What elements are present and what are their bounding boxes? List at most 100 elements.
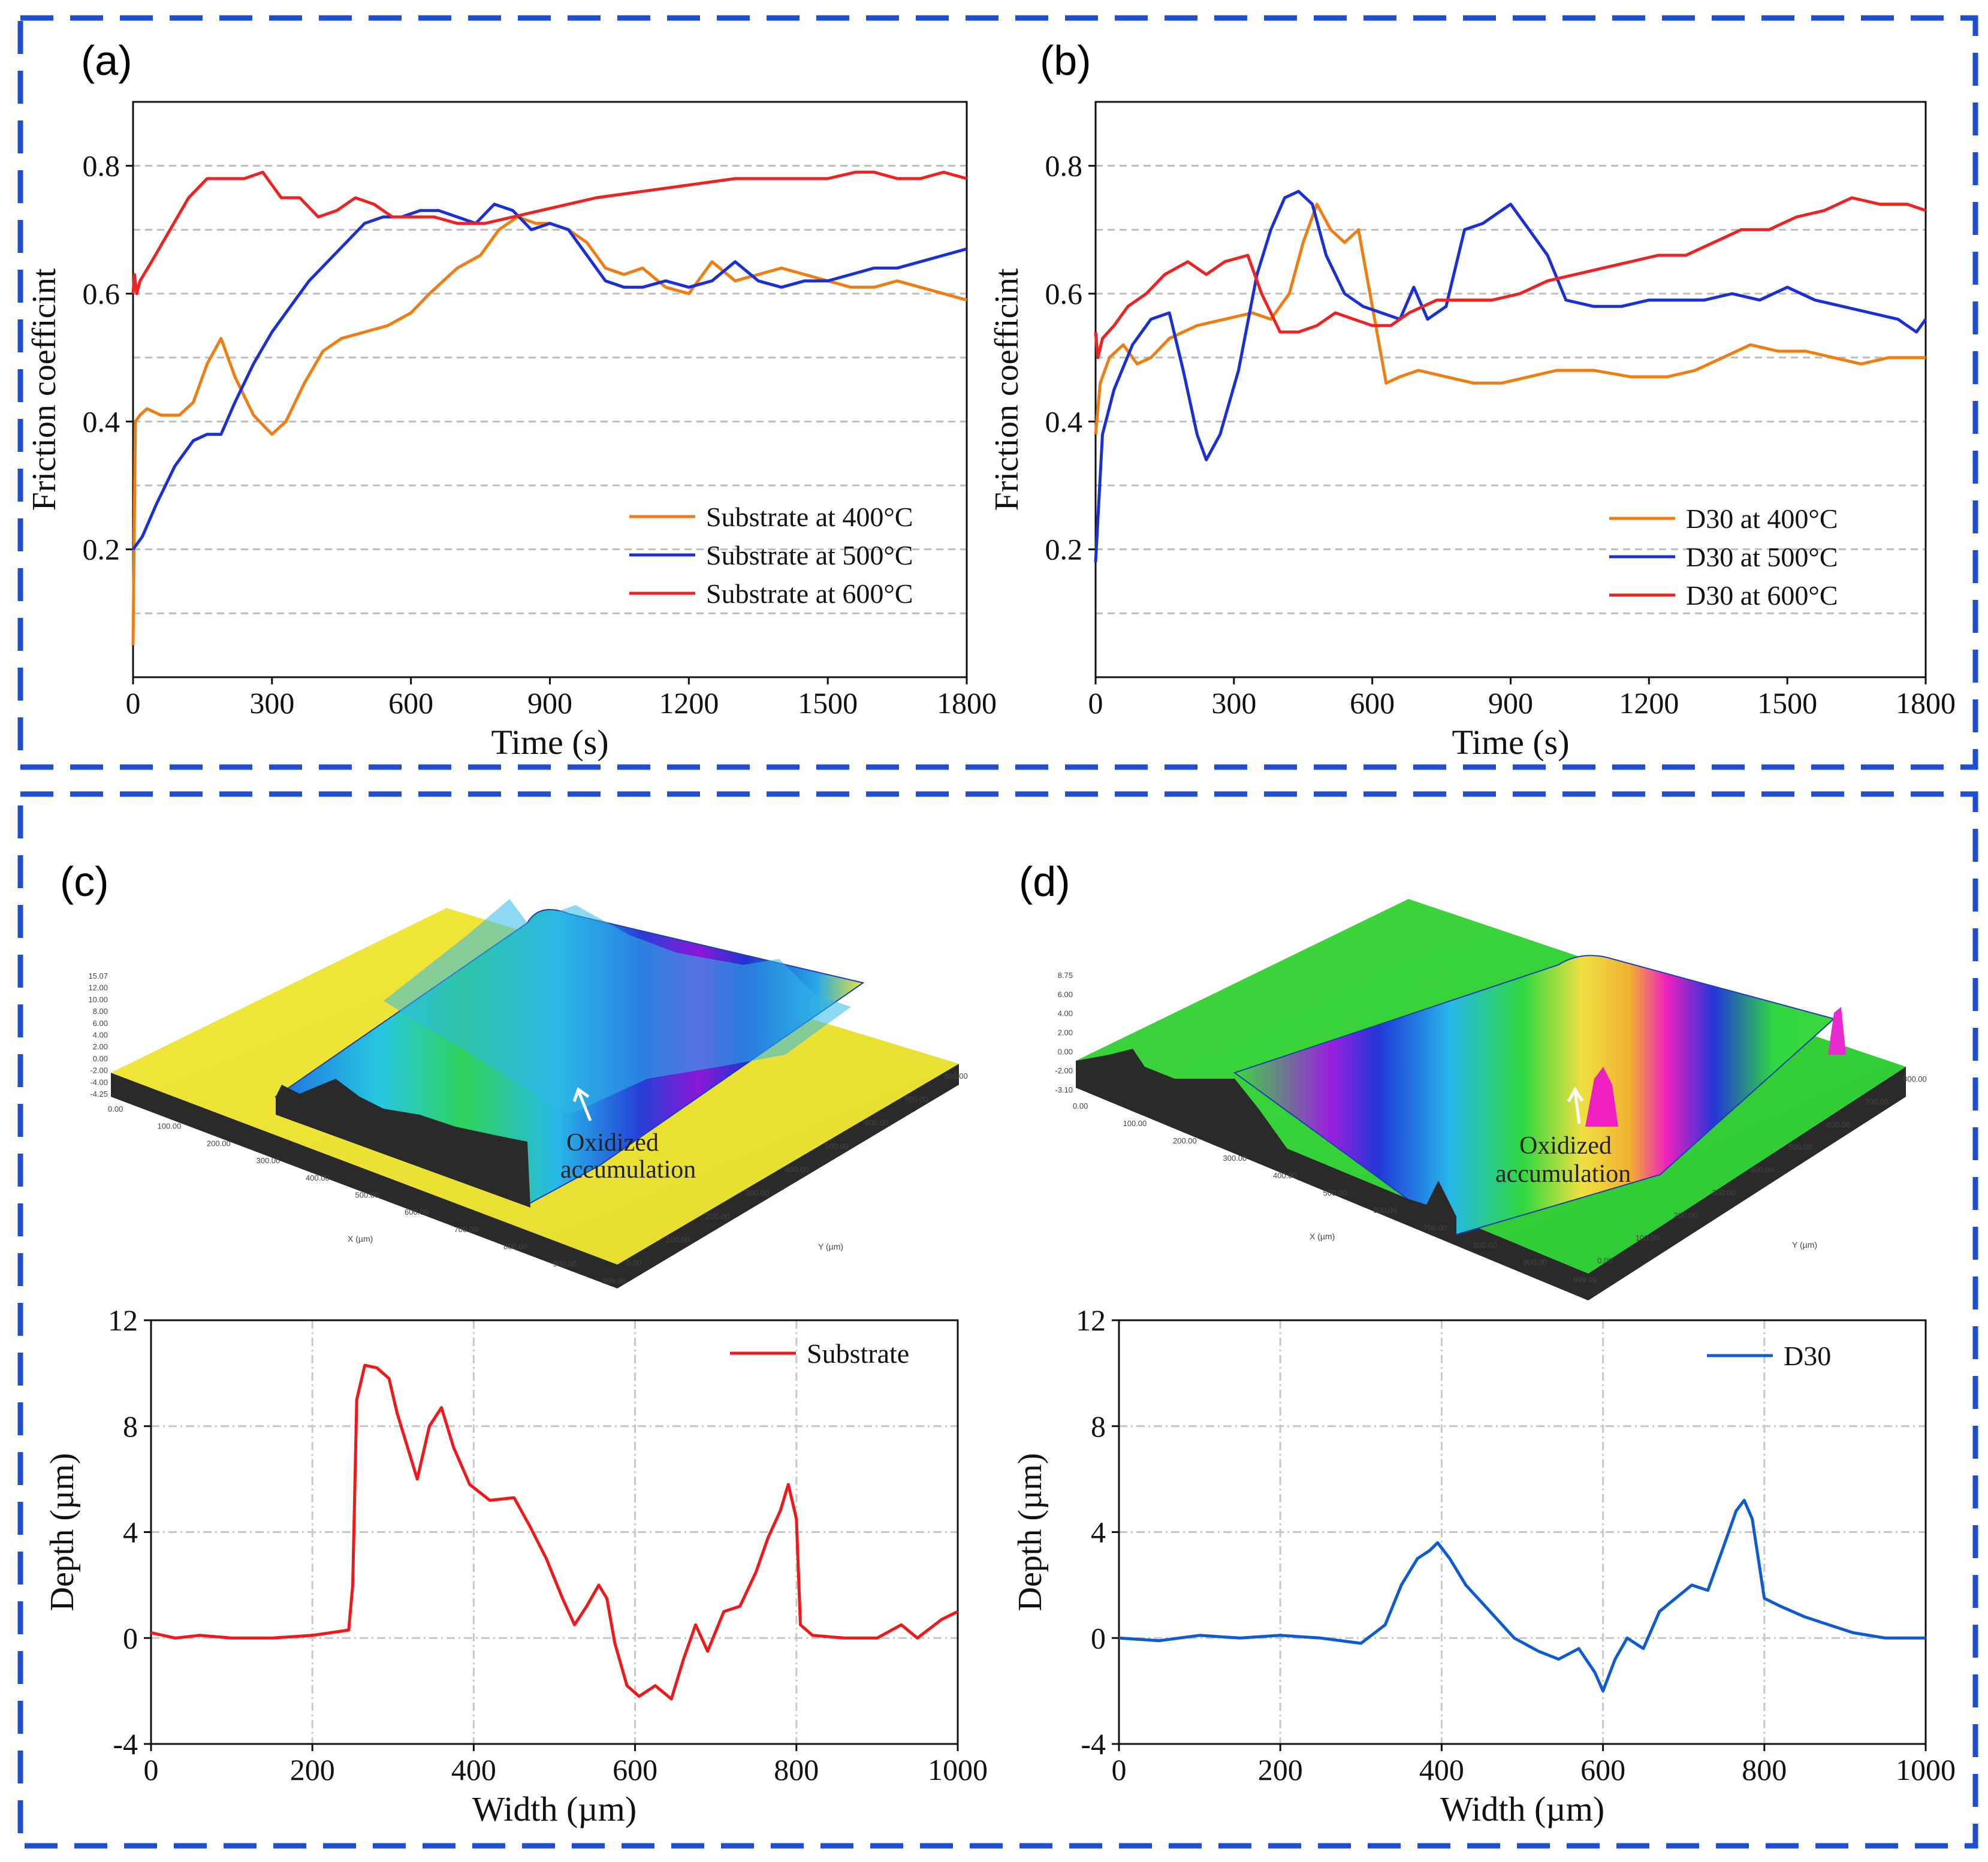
chart-a-xtick-label: 1500 <box>798 686 858 720</box>
surface-d-annotation-line1: Oxidized <box>1519 1132 1612 1160</box>
frame-top-panels <box>17 15 1978 770</box>
surface-c-y-tick: 400.00 <box>785 1165 809 1174</box>
surface-c-y-tick: 0.00 <box>626 1259 641 1268</box>
surface-c-y-axis-label: Y (µm) <box>818 1242 843 1251</box>
chart-d-ytick-label: 12 <box>1076 1303 1106 1337</box>
surface-c-y-tick: 500.00 <box>825 1142 849 1151</box>
chart-d-xtick-label: 600 <box>1580 1753 1625 1786</box>
surface-d-x-tick: 999.99 <box>1573 1275 1597 1284</box>
chart-a-ylabel: Friction coefficint <box>26 268 63 511</box>
friction-chart-substrate: 0 300 600 900 1200 1500 1800 0.2 0.4 0.6 0.8 Time (… <box>26 101 997 762</box>
surface-d-y-tick: 300.00 <box>1712 1188 1736 1197</box>
chart-b-ytick-label: 0.2 <box>1045 533 1083 566</box>
chart-a-legend-label-0: Substrate at 400°C <box>706 502 913 532</box>
chart-b-xtick-label: 300 <box>1211 686 1256 720</box>
surface-c-z-tick: -2.00 <box>90 1066 108 1075</box>
chart-d-xtick-label: 0 <box>1112 1753 1127 1786</box>
surface-d-x-tick: 0.00 <box>1073 1101 1088 1110</box>
chart-b-legend-label-2: D30 at 600°C <box>1686 580 1838 611</box>
surface-c-annotation-line1: Oxidized <box>566 1129 659 1157</box>
surface-d-x-tick: 300.00 <box>1223 1154 1247 1163</box>
surface-d-y-tick: 400.00 <box>1750 1166 1774 1175</box>
chart-c-xtick-label: 0 <box>144 1753 159 1786</box>
surface-d-x-tick: 600.00 <box>1373 1206 1397 1215</box>
chart-a-series-2-line <box>131 170 967 295</box>
panel-label-b: (b) <box>1040 37 1091 84</box>
chart-d-xtick-label: 800 <box>1742 1753 1787 1786</box>
surface-c-x-tick: 700.00 <box>454 1225 478 1234</box>
surface-c-x-tick: 0.00 <box>108 1104 123 1113</box>
chart-b-legend-label-1: D30 at 500°C <box>1686 542 1838 572</box>
surface-d-spike-magenta <box>1585 1067 1618 1127</box>
chart-c-ytick-label: 4 <box>123 1516 138 1549</box>
surface-c-profile-wall <box>276 1079 530 1208</box>
chart-a-xlabel: Time (s) <box>491 723 608 762</box>
chart-d-ytick-label: -4 <box>1081 1727 1106 1761</box>
surface-d-z-tick: 2.00 <box>1058 1028 1073 1037</box>
chart-a-xtick-label: 0 <box>126 686 141 720</box>
panel-label-c: (c) <box>60 858 109 905</box>
surface-c-y-tick: 100.00 <box>666 1235 690 1244</box>
surface-d-x-tick: 900.00 <box>1524 1258 1547 1267</box>
chart-b-xtick-label: 0 <box>1088 686 1103 720</box>
chart-d-xtick-label: 400 <box>1419 1753 1464 1786</box>
chart-b-series-2-line <box>1094 196 1926 360</box>
surface-d-annotation-line2: accumulation <box>1495 1160 1631 1188</box>
surface-d-wear-track <box>1233 955 1836 1236</box>
chart-d-legend-label-0: D30 <box>1784 1341 1831 1371</box>
surface-c-annotation-arrow <box>572 1087 592 1121</box>
chart-a-ytick-label: 0.4 <box>83 405 120 438</box>
surface-d-spike-right <box>1828 1007 1846 1055</box>
chart-b-ytick-label: 0.6 <box>1045 277 1083 310</box>
chart-d-xtick-label: 1000 <box>1896 1753 1956 1786</box>
surface-d-x-tick: 800.00 <box>1473 1241 1497 1250</box>
surface-d-z-tick: 6.00 <box>1058 990 1073 999</box>
surface-d-x-tick: 700.00 <box>1423 1223 1447 1232</box>
chart-a-xtick-label: 600 <box>388 686 433 720</box>
surface-d-base-wall <box>1076 1061 1906 1300</box>
chart-b-ytick-label: 0.8 <box>1045 149 1083 183</box>
chart-c-xtick-label: 200 <box>290 1753 335 1786</box>
surface-c-z-tick: -4.25 <box>90 1090 108 1099</box>
chart-a-xtick-label: 900 <box>527 686 572 720</box>
surface-d-y-tick: 600.00 <box>1827 1120 1851 1129</box>
surface-d-z-tick: 0.00 <box>1058 1047 1073 1056</box>
chart-a-series-1-line <box>131 203 967 551</box>
surface-d-y-tick: 800.00 <box>1903 1075 1927 1084</box>
chart-b-xtick-label: 1800 <box>1896 686 1956 720</box>
chart-d-ytick-label: 4 <box>1091 1516 1106 1549</box>
chart-d-xlabel: Width (µm) <box>1440 1789 1604 1828</box>
chart-d-series-0-line <box>1118 1499 1926 1693</box>
surface-d-x-axis-label: X (µm) <box>1310 1232 1335 1241</box>
surface-c-x-tick: 999.99 <box>602 1276 626 1285</box>
chart-a-legend-label-2: Substrate at 600°C <box>706 578 913 609</box>
chart-a-xtick-label: 300 <box>249 686 294 720</box>
panel-label-a: (a) <box>81 37 132 84</box>
surface-c-z-tick: 8.00 <box>93 1007 108 1016</box>
surface-c-y-tick: 600.00 <box>865 1118 889 1127</box>
surface-c-base-wall <box>111 1064 959 1288</box>
surface-c-annotation-line2: accumulation <box>560 1156 696 1184</box>
chart-a-ytick-label: 0.2 <box>83 533 120 566</box>
chart-b-series-0-line <box>1094 203 1926 434</box>
chart-c-ytick-label: 0 <box>123 1621 138 1655</box>
chart-d-ylabel: Depth (µm) <box>1012 1453 1049 1611</box>
surface-c-z-tick: 10.00 <box>88 995 108 1004</box>
surface-d-z-tick: -2.00 <box>1055 1066 1073 1075</box>
surface-d-x-tick: 400.00 <box>1273 1171 1297 1180</box>
surface-c-z-tick: 0.00 <box>93 1054 108 1063</box>
surface-c-x-tick: 600.00 <box>405 1208 429 1217</box>
chart-c-legend-label-0: Substrate <box>807 1338 909 1369</box>
chart-a-legend-label-1: Substrate at 500°C <box>706 540 913 571</box>
chart-c-ylabel: Depth (µm) <box>44 1453 81 1611</box>
chart-c-xlabel: Width (µm) <box>472 1789 636 1828</box>
chart-b-xtick-label: 600 <box>1350 686 1395 720</box>
chart-c-ytick-label: 12 <box>108 1303 138 1337</box>
surface-d-y-tick: 200.00 <box>1674 1211 1698 1220</box>
chart-c-xtick-label: 400 <box>451 1753 496 1786</box>
surface-d-x-tick: 200.00 <box>1173 1136 1197 1145</box>
surface-c-x-tick: 300.00 <box>257 1156 280 1165</box>
surface-c-z-tick: 2.00 <box>93 1042 108 1051</box>
